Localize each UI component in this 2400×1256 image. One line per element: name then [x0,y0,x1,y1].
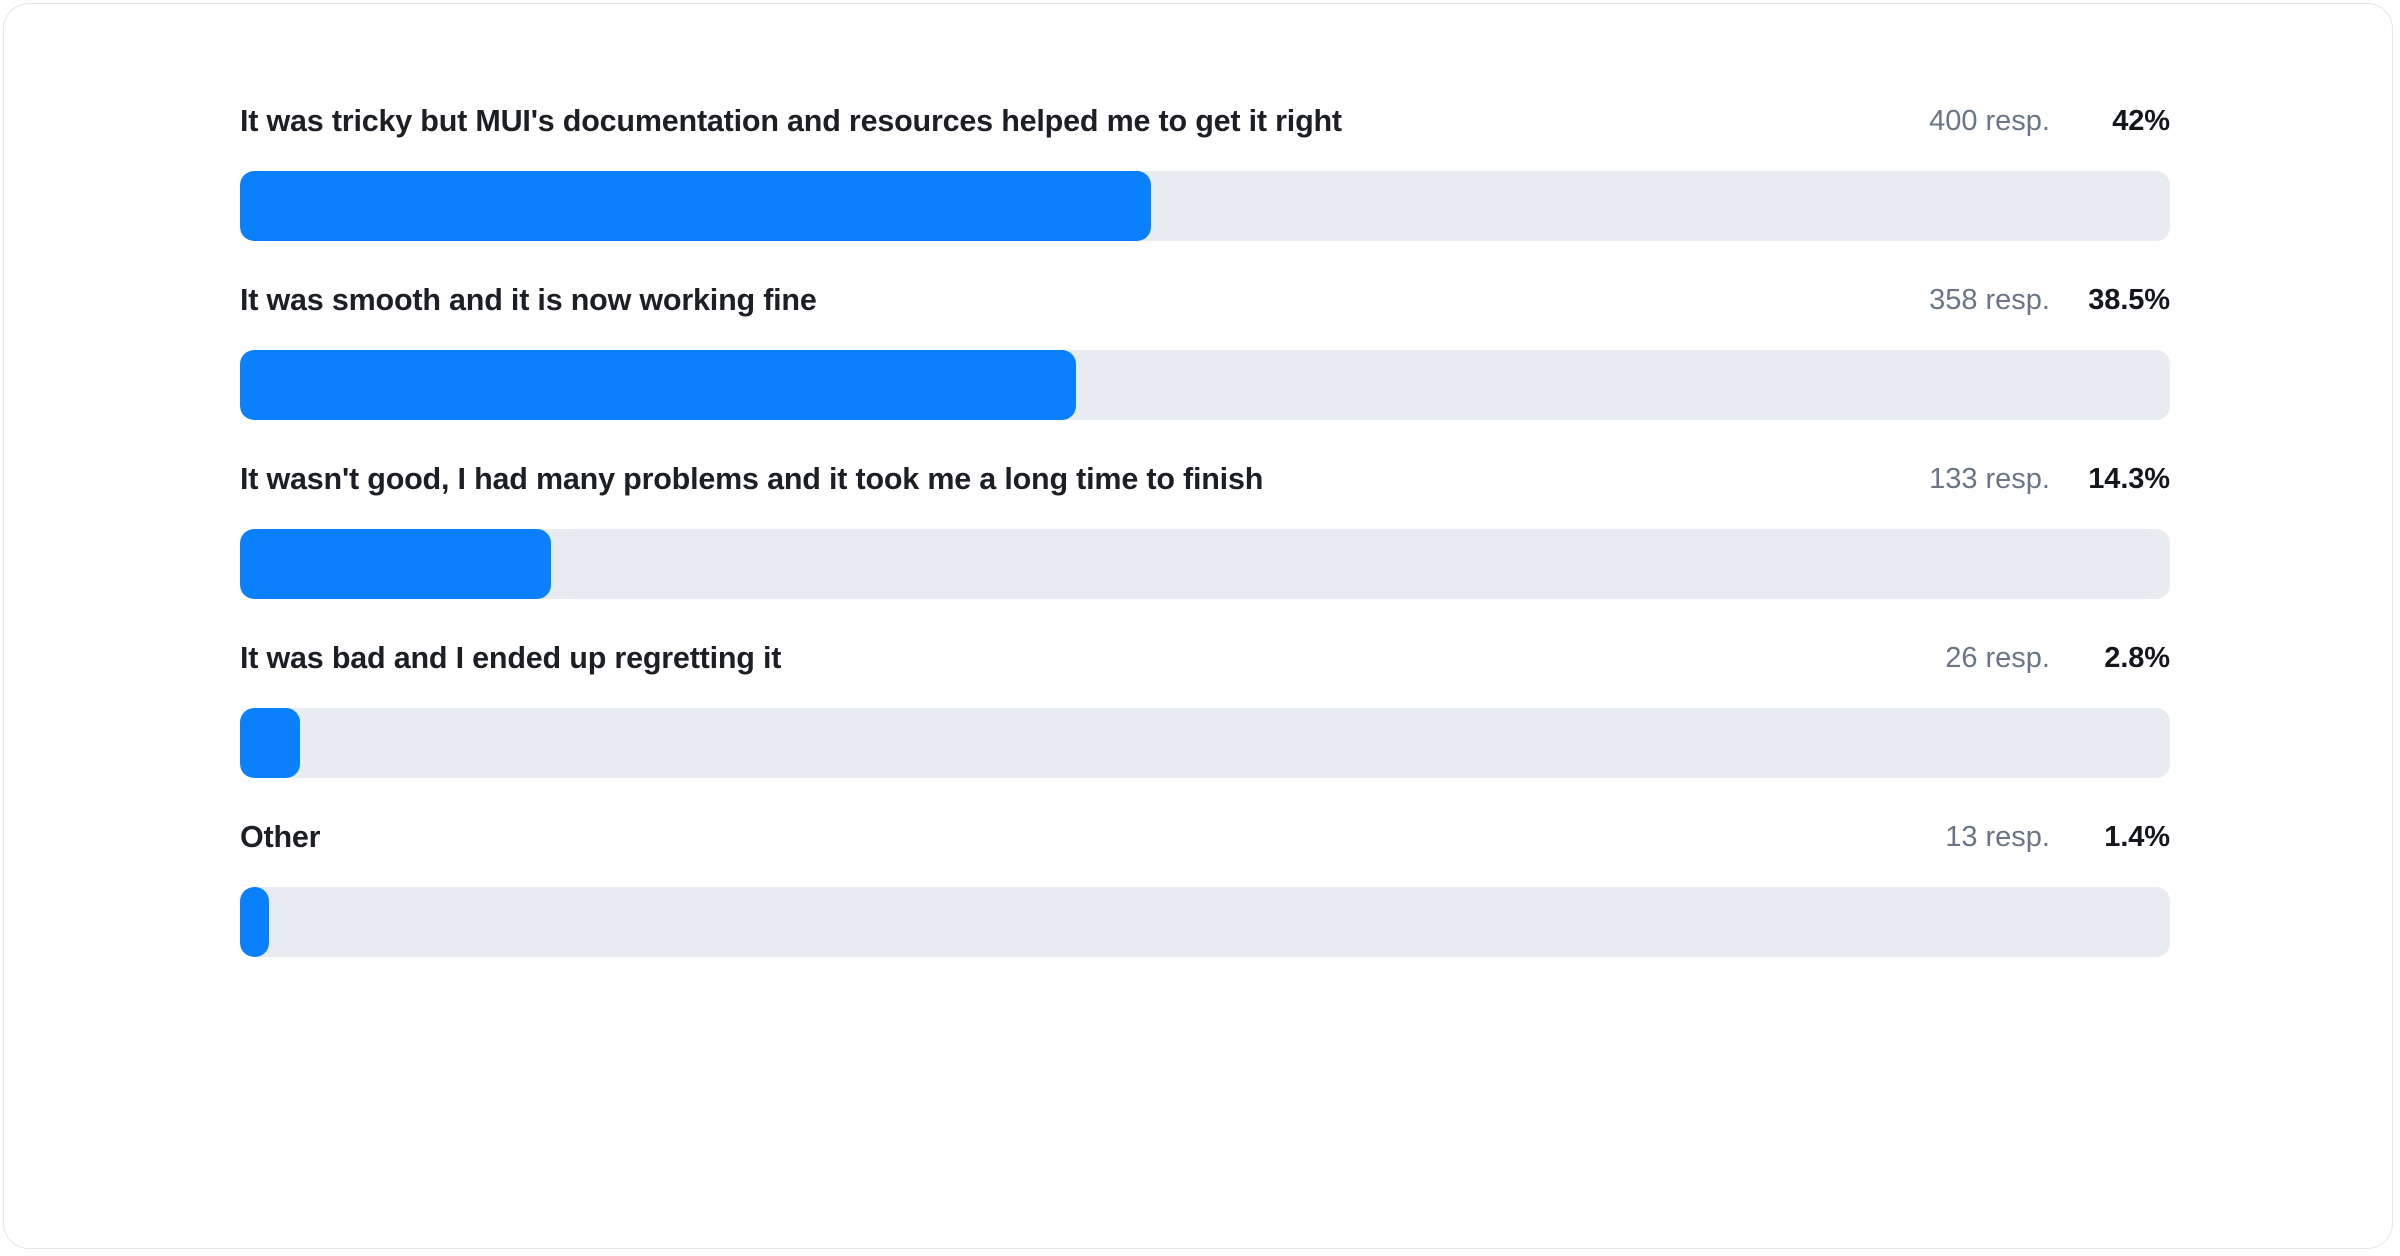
bar-track [240,887,2170,957]
answer-stats: 133 resp. 14.3% [1929,457,2170,501]
response-percent: 1.4% [2104,820,2170,853]
result-row: It wasn't good, I had many problems and … [240,457,2170,599]
bar-track [240,171,2170,241]
answer-label: Other [240,819,321,854]
result-row-header: It wasn't good, I had many problems and … [240,457,2170,501]
answer-label: It was bad and I ended up regretting it [240,640,782,675]
result-row-header: It was bad and I ended up regretting it … [240,636,2170,680]
response-count: 133 resp. [1929,462,2050,495]
result-row-header: It was tricky but MUI's documentation an… [240,99,2170,143]
answer-stats: 26 resp. 2.8% [1945,636,2170,680]
result-row-header: It was smooth and it is now working fine… [240,278,2170,322]
result-row: Other 13 resp. 1.4% [240,815,2170,957]
answer-label: It wasn't good, I had many problems and … [240,461,1264,496]
answer-label: It was tricky but MUI's documentation an… [240,103,1342,138]
survey-results-card: It was tricky but MUI's documentation an… [3,3,2393,1249]
bar-track [240,529,2170,599]
result-row: It was bad and I ended up regretting it … [240,636,2170,778]
bar-fill [240,350,1076,420]
bar-track [240,708,2170,778]
response-count: 13 resp. [1945,820,2050,853]
bar-fill [240,887,269,957]
answer-stats: 13 resp. 1.4% [1945,815,2170,859]
result-row-header: Other 13 resp. 1.4% [240,815,2170,859]
answer-label: It was smooth and it is now working fine [240,282,817,317]
result-row: It was smooth and it is now working fine… [240,278,2170,420]
response-count: 358 resp. [1929,283,2050,316]
response-percent: 42% [2112,104,2170,137]
answer-stats: 400 resp. 42% [1929,99,2170,143]
horizontal-bar-chart: It was tricky but MUI's documentation an… [240,99,2170,957]
answer-stats: 358 resp. 38.5% [1929,278,2170,322]
bar-fill [240,708,300,778]
result-row: It was tricky but MUI's documentation an… [240,99,2170,241]
response-percent: 14.3% [2088,462,2170,495]
response-count: 400 resp. [1929,104,2050,137]
response-count: 26 resp. [1945,641,2050,674]
bar-track [240,350,2170,420]
response-percent: 2.8% [2104,641,2170,674]
response-percent: 38.5% [2088,283,2170,316]
bar-fill [240,529,551,599]
bar-fill [240,171,1151,241]
